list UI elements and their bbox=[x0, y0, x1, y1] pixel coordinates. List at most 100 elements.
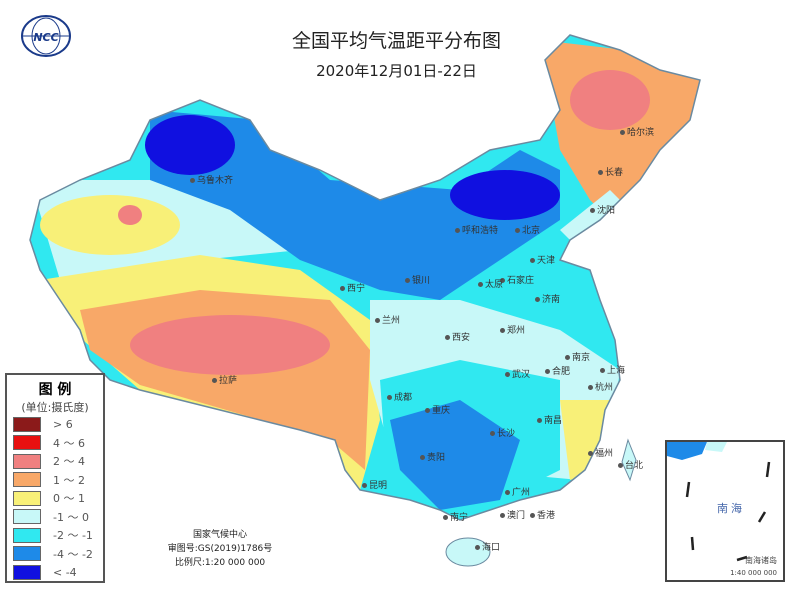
city-marker-icon bbox=[590, 208, 595, 213]
city-marker-icon bbox=[530, 258, 535, 263]
ncc-logo: NCC bbox=[21, 15, 71, 57]
city-marker-icon bbox=[500, 328, 505, 333]
city-name: 南宁 bbox=[450, 513, 469, 523]
city-name: 南昌 bbox=[544, 416, 563, 426]
city-marker-icon bbox=[505, 490, 510, 495]
city-marker-icon bbox=[505, 372, 510, 377]
city-marker-icon bbox=[340, 286, 345, 291]
city-name: 西安 bbox=[452, 333, 471, 343]
city-marker-icon bbox=[545, 369, 550, 374]
legend-swatch bbox=[13, 490, 41, 506]
city-name: 拉萨 bbox=[219, 376, 238, 386]
city-marker-icon bbox=[500, 513, 505, 518]
legend-item: -1 ～ 0 bbox=[7, 508, 103, 527]
legend-label: -4 ～ -2 bbox=[53, 547, 93, 561]
city-label: 昆明 bbox=[362, 478, 387, 491]
city-marker-icon bbox=[588, 385, 593, 390]
city-marker-icon bbox=[425, 408, 430, 413]
legend-label: 4 ～ 6 bbox=[53, 436, 85, 450]
legend-swatch bbox=[13, 564, 41, 580]
city-marker-icon bbox=[618, 463, 623, 468]
city-marker-icon bbox=[443, 515, 448, 520]
city-marker-icon bbox=[475, 545, 480, 550]
city-name: 台北 bbox=[625, 461, 644, 471]
city-name: 沈阳 bbox=[597, 206, 616, 216]
city-marker-icon bbox=[500, 278, 505, 283]
city-name: 郑州 bbox=[507, 326, 526, 336]
city-marker-icon bbox=[588, 451, 593, 456]
legend-item: 2 ～ 4 bbox=[7, 452, 103, 471]
city-label: 上海 bbox=[600, 363, 625, 376]
city-label: 福州 bbox=[588, 446, 613, 459]
city-name: 济南 bbox=[542, 295, 561, 305]
city-label: 南昌 bbox=[537, 413, 562, 426]
map-subtitle: 2020年12月01日-22日 bbox=[316, 62, 477, 80]
city-label: 郑州 bbox=[500, 323, 525, 336]
legend: 图 例 (单位:摄氏度) > 6 4 ～ 6 2 ～ 4 1 ～ 2 0 ～ 1 -1 ～… bbox=[5, 373, 105, 583]
city-name: 乌鲁木齐 bbox=[197, 176, 234, 186]
legend-item: 1 ～ 2 bbox=[7, 471, 103, 490]
city-marker-icon bbox=[190, 178, 195, 183]
city-label: 台北 bbox=[618, 458, 643, 471]
city-name: 太原 bbox=[485, 280, 504, 290]
city-label: 长春 bbox=[598, 165, 623, 178]
credits: 国家气候中心 审图号:GS(2019)1786号 比例尺:1:20 000 00… bbox=[160, 528, 280, 570]
city-label: 沈阳 bbox=[590, 203, 615, 216]
legend-unit: (单位:摄氏度) bbox=[21, 401, 89, 414]
city-name: 南京 bbox=[572, 353, 591, 363]
city-marker-icon bbox=[420, 455, 425, 460]
city-name: 长沙 bbox=[497, 429, 516, 439]
city-name: 贵阳 bbox=[427, 453, 446, 463]
city-marker-icon bbox=[375, 318, 380, 323]
legend-swatch bbox=[13, 509, 41, 525]
legend-label: 1 ～ 2 bbox=[53, 473, 85, 487]
city-name: 福州 bbox=[595, 449, 614, 459]
city-label: 北京 bbox=[515, 223, 540, 236]
city-name: 澳门 bbox=[507, 511, 526, 521]
city-name: 成都 bbox=[394, 393, 413, 403]
city-name: 天津 bbox=[537, 256, 556, 266]
legend-item: -4 ～ -2 bbox=[7, 545, 103, 564]
city-marker-icon bbox=[455, 228, 460, 233]
city-marker-icon bbox=[478, 282, 483, 287]
city-marker-icon bbox=[530, 513, 535, 518]
city-marker-icon bbox=[387, 395, 392, 400]
city-name: 石家庄 bbox=[507, 276, 535, 286]
city-label: 重庆 bbox=[425, 403, 450, 416]
city-label: 乌鲁木齐 bbox=[190, 173, 233, 186]
city-label: 成都 bbox=[387, 390, 412, 403]
city-marker-icon bbox=[537, 418, 542, 423]
inset-islands-label: 南海诸岛 bbox=[745, 556, 777, 565]
city-label: 西宁 bbox=[340, 281, 365, 294]
city-label: 武汉 bbox=[505, 367, 530, 380]
city-name: 昆明 bbox=[369, 481, 388, 491]
inset-map bbox=[667, 442, 771, 562]
legend-title: 图 例 bbox=[38, 382, 72, 398]
city-name: 银川 bbox=[412, 276, 431, 286]
svg-text:NCC: NCC bbox=[33, 31, 58, 44]
legend-label: 2 ～ 4 bbox=[53, 455, 85, 469]
city-label: 长沙 bbox=[490, 426, 515, 439]
legend-item: > 6 bbox=[7, 415, 103, 434]
city-name: 长春 bbox=[605, 168, 624, 178]
city-marker-icon bbox=[600, 368, 605, 373]
legend-item: -2 ～ -1 bbox=[7, 526, 103, 545]
city-marker-icon bbox=[598, 170, 603, 175]
city-label: 海口 bbox=[475, 540, 500, 553]
city-name: 北京 bbox=[522, 226, 541, 236]
legend-item: 0 ～ 1 bbox=[7, 489, 103, 508]
city-label: 南宁 bbox=[443, 510, 468, 523]
city-label: 香港 bbox=[530, 508, 555, 521]
city-marker-icon bbox=[620, 130, 625, 135]
city-name: 呼和浩特 bbox=[462, 226, 499, 236]
city-label: 银川 bbox=[405, 273, 430, 286]
legend-item: < -4 bbox=[7, 563, 103, 582]
legend-label: -2 ～ -1 bbox=[53, 529, 93, 543]
city-label: 杭州 bbox=[588, 380, 613, 393]
city-name: 西宁 bbox=[347, 284, 366, 294]
city-label: 济南 bbox=[535, 292, 560, 305]
legend-swatch bbox=[13, 416, 41, 432]
city-marker-icon bbox=[445, 335, 450, 340]
